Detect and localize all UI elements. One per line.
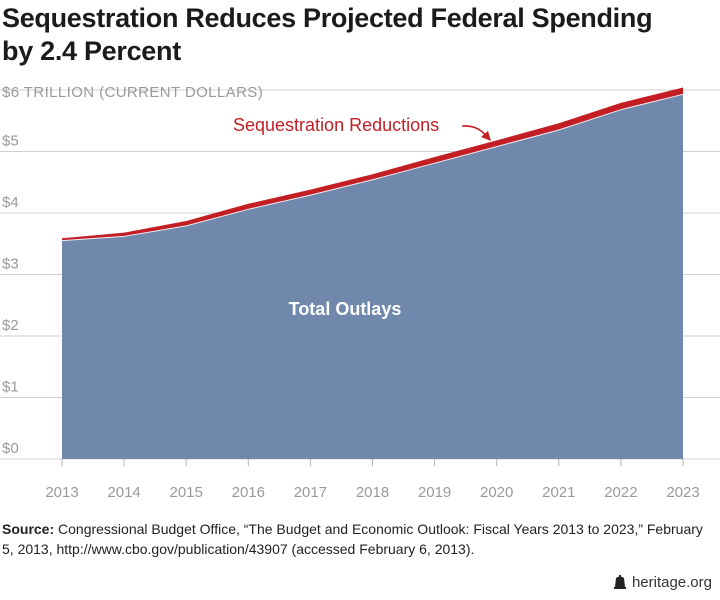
y-tick-label: $3 (2, 256, 19, 273)
y-tick-label: $2 (2, 317, 19, 334)
x-tick-label: 2018 (356, 484, 389, 501)
x-tick-label: 2023 (666, 484, 699, 501)
chart-title-line-1: Sequestration Reduces Projected Federal … (2, 3, 653, 33)
y-tick-label: $0 (2, 440, 19, 457)
liberty-bell-icon (613, 574, 626, 589)
heritage-brand[interactable]: heritage.org (631, 574, 712, 591)
source-note: Source: Congressional Budget Office, “Th… (2, 519, 714, 559)
x-tick-label: 2016 (232, 484, 265, 501)
area-chart: $0 $1 $2 $3 $4 $5 $6 TRILLION (CURRENT DOLLAR… (0, 84, 720, 501)
annotation-arrow (461, 125, 487, 137)
chart-title-line-2: by 2.4 Percent (2, 36, 181, 66)
source-text: Congressional Budget Office, “The Budget… (2, 521, 703, 557)
x-tick-label: 2017 (294, 484, 327, 501)
x-tick-label: 2015 (170, 484, 203, 501)
chart-title: Sequestration Reduces Projected Federal … (2, 2, 714, 68)
y-axis-label: $6 TRILLION (CURRENT DOLLARS) (2, 84, 263, 101)
chart-areas (61, 87, 684, 460)
total-outlays-area (62, 94, 683, 460)
x-tick-label: 2020 (480, 484, 513, 501)
outlays-edge-line (61, 93, 684, 242)
x-axis-ticks: 2013 2014 2015 2016 2017 2018 2019 2020 2021 2022… (45, 459, 700, 501)
y-axis-ticks: $0 $1 $2 $3 $4 $5 (2, 133, 19, 458)
total-outlays-label: Total Outlays (289, 299, 402, 319)
x-tick-label: 2013 (45, 484, 78, 501)
footer-brand: heritage.org (613, 574, 712, 591)
x-tick-label: 2022 (604, 484, 637, 501)
sequestration-reductions-label: Sequestration Reductions (233, 115, 439, 135)
y-tick-label: $4 (2, 194, 19, 211)
x-tick-label: 2019 (418, 484, 451, 501)
y-tick-label: $5 (2, 133, 19, 150)
x-tick-label: 2014 (107, 484, 140, 501)
y-tick-label: $1 (2, 379, 19, 396)
annotation-arrowhead (481, 131, 491, 141)
x-tick-label: 2021 (542, 484, 575, 501)
source-label: Source: (2, 521, 55, 537)
